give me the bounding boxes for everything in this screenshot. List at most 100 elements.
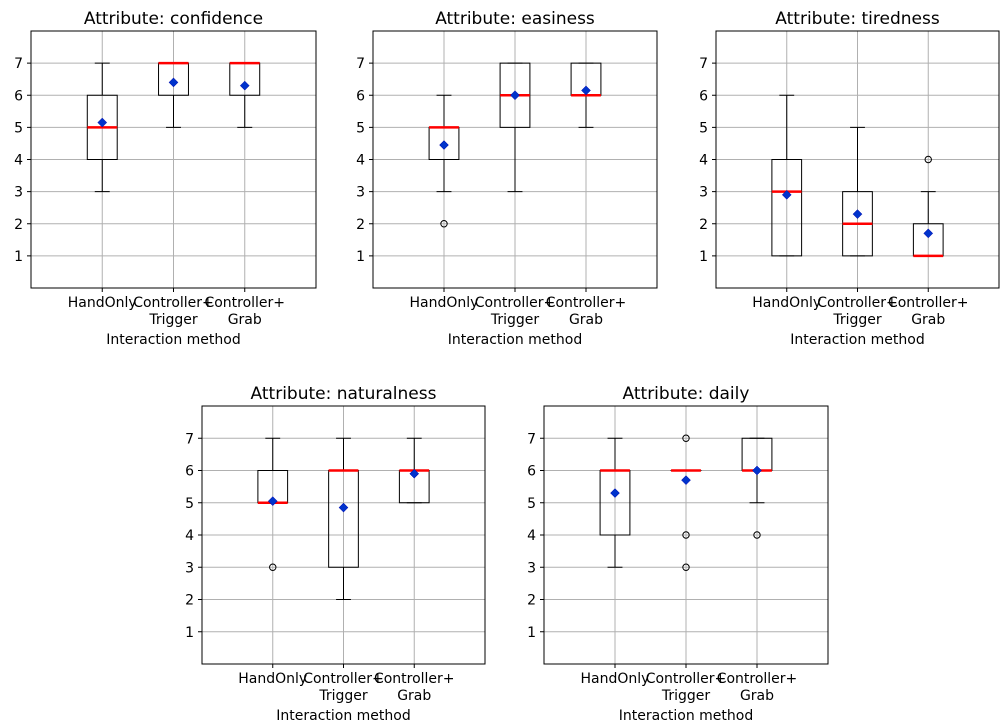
box-3 — [229, 61, 261, 128]
mean-marker — [168, 77, 179, 88]
mean-marker — [409, 468, 420, 479]
outlier-point — [682, 531, 690, 539]
y-tick-label: 5 — [356, 120, 365, 136]
box-1 — [428, 94, 460, 228]
x-tick-label: Controller+ Trigger — [646, 671, 727, 704]
y-tick-label: 6 — [527, 464, 536, 480]
box-3 — [398, 437, 430, 504]
mean-marker — [267, 496, 278, 506]
y-tick-label: 6 — [185, 464, 194, 480]
mean-marker — [581, 85, 591, 96]
box-3 — [741, 437, 773, 539]
x-axis-label: Interaction method — [448, 332, 582, 348]
y-tick-label: 3 — [185, 560, 194, 576]
y-tick-label: 6 — [14, 88, 23, 104]
x-tick-label: HandOnly — [752, 295, 821, 311]
y-tick-label: 5 — [14, 120, 23, 136]
y-tick-label: 4 — [527, 528, 536, 544]
mean-marker — [510, 90, 520, 101]
mean-marker — [781, 189, 792, 200]
chart-title: Attribute: daily — [623, 384, 750, 404]
x-axis-label: Interaction method — [790, 332, 924, 348]
box-2 — [842, 126, 873, 257]
chart-title: Attribute: tiredness — [775, 9, 940, 29]
box-3 — [570, 62, 602, 128]
x-tick-label: HandOnly — [581, 671, 650, 687]
y-tick-label: 5 — [185, 496, 194, 512]
mean-marker — [439, 140, 449, 150]
y-tick-label: 1 — [699, 249, 708, 265]
y-tick-label: 7 — [185, 431, 194, 447]
y-tick-label: 7 — [14, 56, 23, 72]
x-tick-label: Controller+ Trigger — [303, 671, 384, 704]
x-tick-label: Controller+ Grab — [204, 295, 285, 328]
x-tick-label: HandOnly — [238, 671, 307, 687]
x-tick-label: Controller+ Trigger — [817, 295, 898, 328]
mean-marker — [752, 465, 762, 476]
mean-marker — [681, 475, 691, 486]
box-1 — [599, 437, 631, 568]
mean-marker — [97, 117, 108, 128]
x-tick-label: Controller+ Trigger — [133, 295, 214, 328]
outlier-point — [753, 531, 761, 539]
y-tick-label: 4 — [185, 528, 194, 544]
mean-marker — [239, 80, 250, 91]
x-axis-label: Interaction method — [106, 332, 240, 348]
chart-title: Attribute: confidence — [84, 9, 263, 29]
mean-marker — [852, 209, 863, 219]
y-tick-label: 3 — [356, 185, 365, 201]
x-tick-label: Controller+ Grab — [546, 295, 627, 328]
y-tick-label: 2 — [699, 217, 708, 233]
x-tick-label: HandOnly — [410, 295, 479, 311]
box-2 — [158, 61, 189, 128]
x-axis-label: Interaction method — [619, 708, 753, 724]
box-2 — [499, 62, 531, 193]
y-tick-label: 7 — [356, 56, 365, 72]
y-tick-label: 5 — [699, 120, 708, 136]
box-2 — [670, 434, 702, 571]
x-tick-label: Controller+ Trigger — [475, 295, 556, 328]
y-tick-label: 2 — [527, 593, 536, 609]
mean-marker — [923, 228, 934, 239]
y-tick-label: 6 — [356, 88, 365, 104]
box-1 — [86, 62, 118, 193]
y-tick-label: 7 — [699, 56, 708, 72]
x-tick-label: Controller+ Grab — [888, 295, 969, 328]
y-tick-label: 4 — [699, 153, 708, 169]
y-tick-label: 2 — [356, 217, 365, 233]
y-tick-label: 1 — [527, 625, 536, 641]
outlier-point — [682, 563, 690, 571]
y-tick-label: 5 — [527, 496, 536, 512]
box-2 — [328, 437, 359, 600]
box-body — [771, 159, 803, 257]
x-axis-label: Interaction method — [276, 708, 410, 724]
box-1 — [257, 437, 289, 571]
x-tick-label: Controller+ Grab — [374, 671, 455, 704]
x-tick-label: Controller+ Grab — [717, 671, 798, 704]
chart-title: Attribute: easiness — [435, 9, 595, 29]
y-tick-label: 4 — [14, 153, 23, 169]
outlier-point — [269, 563, 277, 571]
mean-marker — [610, 488, 620, 498]
y-tick-label: 2 — [14, 217, 23, 233]
outlier-point — [440, 220, 448, 228]
y-tick-label: 3 — [527, 560, 536, 576]
y-tick-label: 3 — [699, 185, 708, 201]
y-tick-label: 6 — [699, 88, 708, 104]
outlier-point — [924, 155, 932, 164]
y-tick-label: 4 — [356, 153, 365, 169]
box-1 — [771, 94, 803, 257]
y-tick-label: 2 — [185, 593, 194, 609]
outlier-point — [682, 434, 690, 442]
box-3 — [912, 155, 944, 258]
y-tick-label: 7 — [527, 431, 536, 447]
y-tick-label: 1 — [14, 249, 23, 265]
chart-title: Attribute: naturalness — [251, 384, 437, 404]
y-tick-label: 1 — [185, 625, 194, 641]
